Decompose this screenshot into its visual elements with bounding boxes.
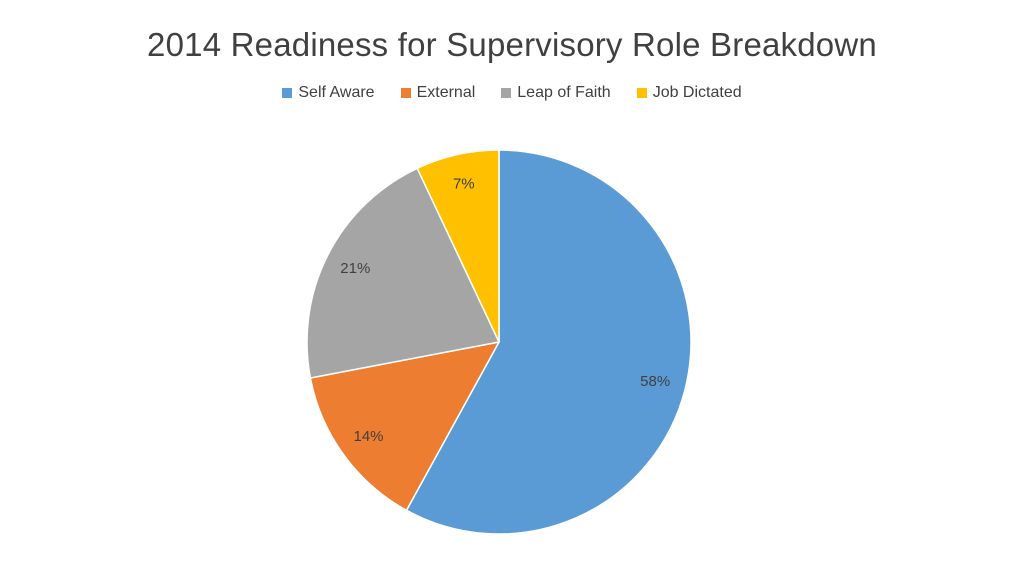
chart-legend: Self Aware External Leap of Faith Job Dicta…	[0, 84, 1024, 102]
legend-label: Job Dictated	[652, 84, 742, 101]
pie-slice-job-dictated	[416, 149, 500, 343]
legend-swatch	[501, 88, 512, 98]
legend-swatch	[282, 88, 293, 98]
data-label-self-aware: 58%	[640, 373, 670, 390]
legend-swatch	[400, 88, 411, 98]
pie-slice-leap-of-faith	[306, 167, 501, 379]
legend-label: Self Aware	[298, 84, 375, 101]
data-label-job-dictated: 7%	[453, 176, 475, 193]
data-label-leap-of-faith: 21%	[340, 260, 370, 277]
chart-title: 2014 Readiness for Supervisory Role Brea…	[147, 26, 877, 63]
legend-item-leap-of-faith: Leap of Faith	[501, 84, 611, 102]
pie-slice-self-aware	[405, 149, 692, 535]
legend-item-external: External	[400, 84, 476, 102]
pie-slice-external	[309, 340, 501, 512]
legend-label: External	[416, 84, 476, 101]
legend-label: Leap of Faith	[517, 84, 611, 101]
legend-item-self-aware: Self Aware	[282, 84, 375, 102]
legend-swatch	[636, 88, 647, 98]
legend-item-job-dictated: Job Dictated	[636, 84, 742, 102]
data-label-external: 14%	[353, 428, 383, 445]
